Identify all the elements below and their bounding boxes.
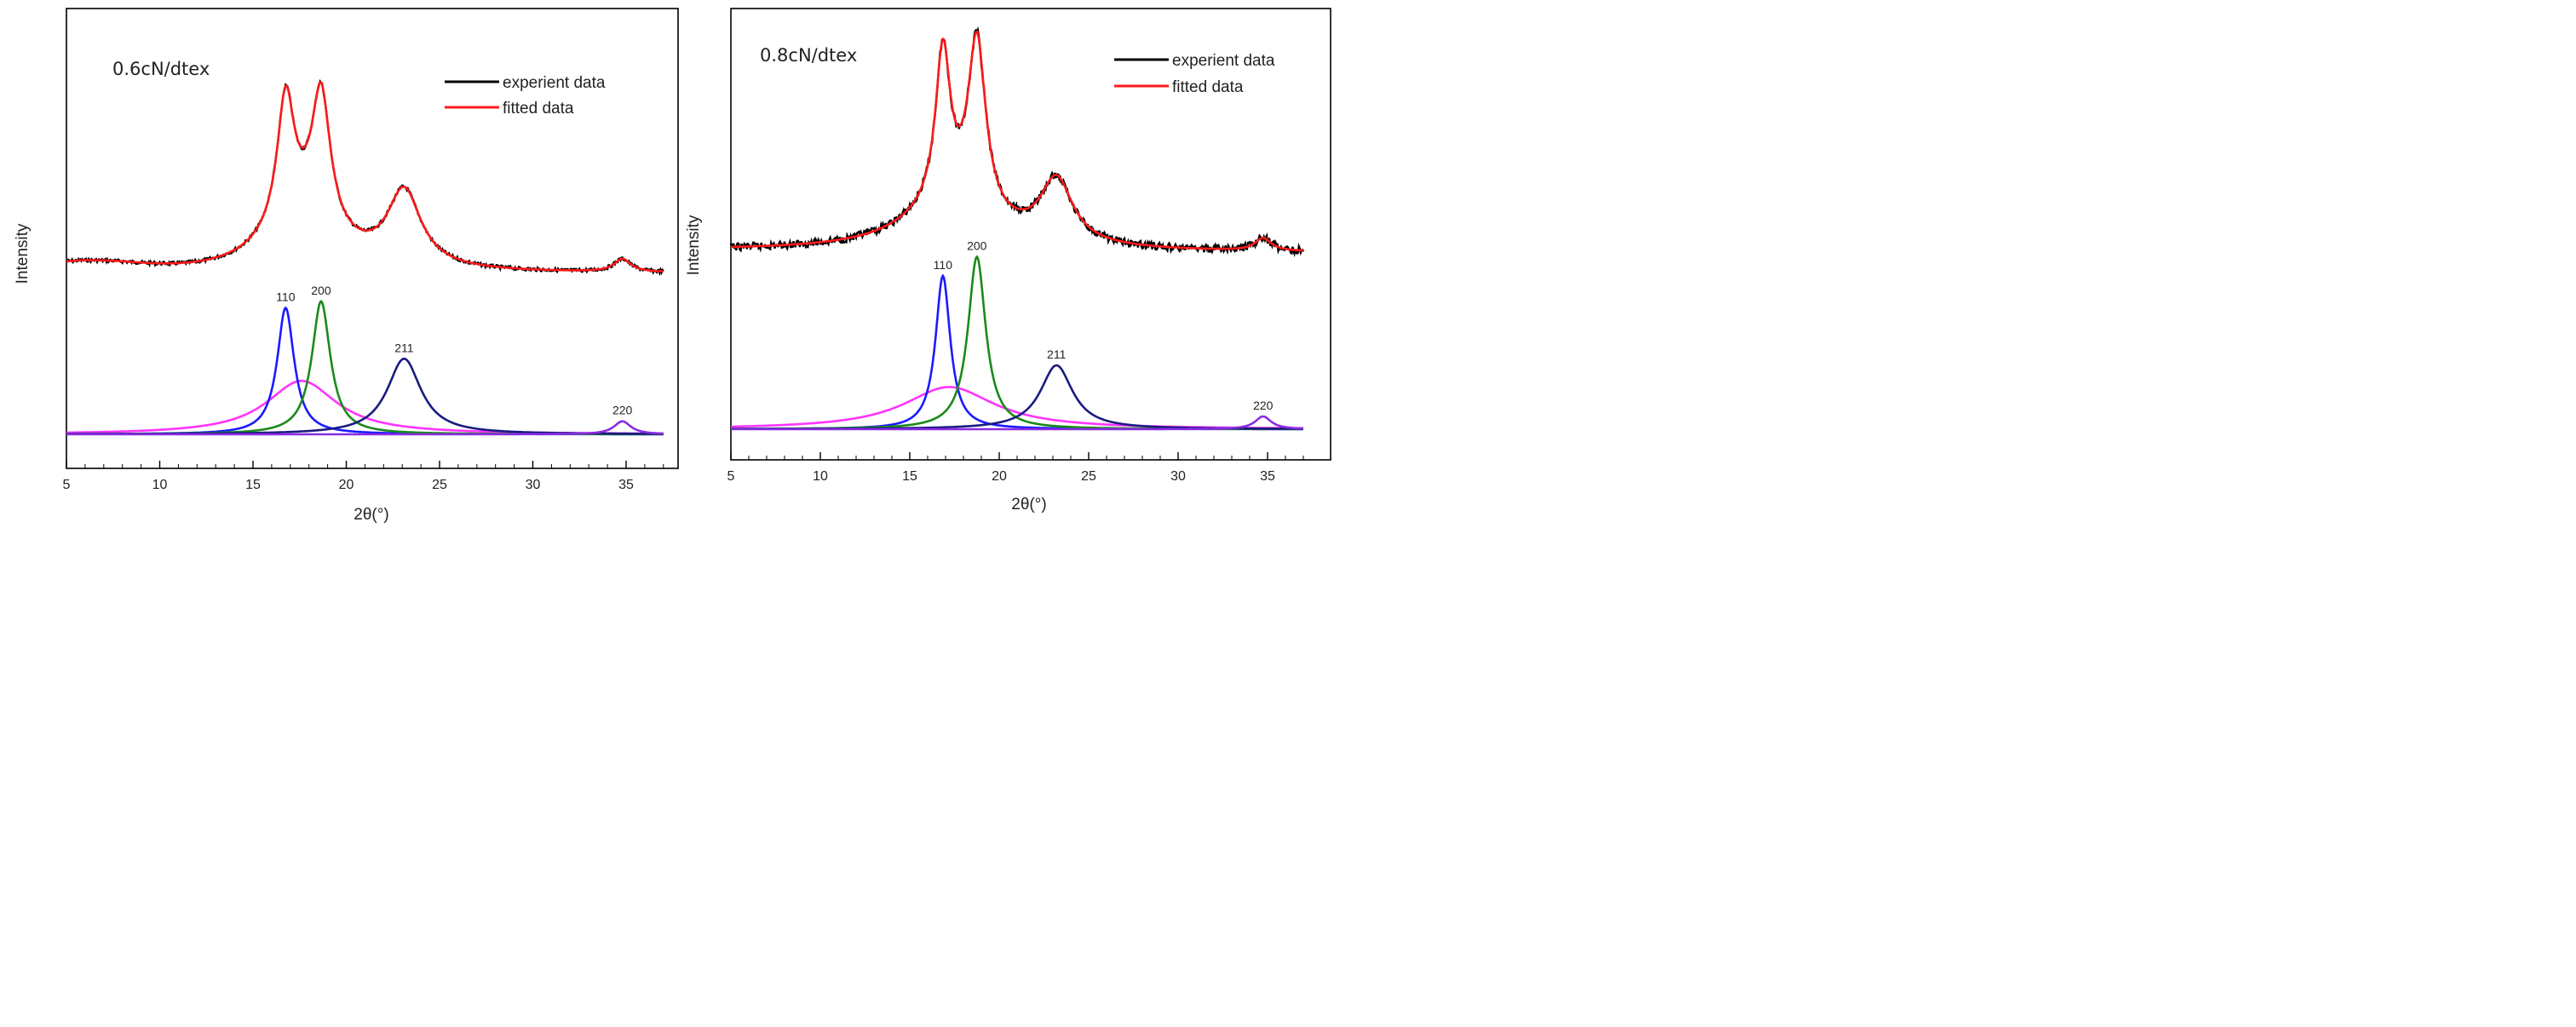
x-tick-label: 35 <box>618 478 634 492</box>
x-tick-label: 35 <box>1260 469 1275 484</box>
peak-label: 220 <box>612 404 633 417</box>
experient-data-line <box>66 78 664 277</box>
legend-label-experient: experient data <box>503 74 606 92</box>
peak-component-curve <box>66 300 664 436</box>
x-tick-label: 30 <box>526 478 541 492</box>
x-tick-label: 10 <box>813 469 828 484</box>
x-axis-title: 2θ(°) <box>354 506 388 524</box>
x-axis-title: 2θ(°) <box>1011 496 1046 514</box>
peak-component-curve <box>731 386 1303 430</box>
plot-area: 110 200 211 220 <box>729 26 1305 431</box>
x-tick-label: 20 <box>992 469 1007 484</box>
plot-frame <box>66 8 679 469</box>
peak-component-curve <box>66 306 664 436</box>
peak-component-curve <box>66 420 664 436</box>
x-tick-label: 10 <box>152 478 168 492</box>
panel-label: 0.8cN/dtex <box>760 45 857 66</box>
x-tick-label: 15 <box>902 469 917 484</box>
peak-component-curve <box>731 273 1303 431</box>
legend-label-experient: experient data <box>1172 52 1275 70</box>
legend-label-fitted: fitted data <box>503 100 574 118</box>
x-tick-label: 15 <box>245 478 261 492</box>
fitted-data-line <box>731 30 1304 252</box>
legend: experient data fitted data <box>1114 52 1275 96</box>
legend-label-fitted: fitted data <box>1172 78 1244 96</box>
peak-label: 110 <box>276 290 296 304</box>
y-axis-title: Intensity <box>14 223 32 284</box>
y-axis-title: Intensity <box>685 215 703 275</box>
panel-label: 0.6cN/dtex <box>112 59 210 79</box>
x-tick-label: 25 <box>1081 469 1096 484</box>
peak-label: 211 <box>394 341 414 354</box>
legend: experient data fitted data <box>445 74 606 118</box>
xrd-figure: 5 10 15 20 25 30 35 110 200 211 220 0.6cN/dtex 2θ… <box>14 8 1331 524</box>
peak-label: 200 <box>311 284 331 297</box>
plot-area: 110 200 211 220 <box>66 78 664 436</box>
peak-component-curve <box>731 415 1304 431</box>
x-tick-label: 25 <box>432 478 447 492</box>
peak-label: 220 <box>1253 399 1274 412</box>
x-tick-label: 30 <box>1170 469 1186 484</box>
x-tick-label: 5 <box>727 469 735 484</box>
plot-frame <box>730 8 1331 461</box>
peak-label: 200 <box>967 239 987 253</box>
x-axis: 5 10 15 20 25 30 35 <box>63 461 664 492</box>
peak-component-curve <box>66 357 664 435</box>
x-axis: 5 10 15 20 25 30 35 <box>727 452 1304 484</box>
peak-label: 211 <box>1047 347 1067 361</box>
peak-component-curve <box>731 255 1303 431</box>
x-tick-label: 20 <box>339 478 354 492</box>
fitted-data-line <box>66 80 664 273</box>
peak-component-curve <box>731 364 1303 430</box>
peak-label: 110 <box>934 258 953 272</box>
x-tick-label: 5 <box>63 478 71 492</box>
panel-left: 5 10 15 20 25 30 35 110 200 211 220 0.6cN/dtex 2θ… <box>14 8 679 524</box>
panel-right: 5 10 15 20 25 30 35 110 200 211 220 0.8cN/dtex 2θ… <box>685 8 1331 514</box>
